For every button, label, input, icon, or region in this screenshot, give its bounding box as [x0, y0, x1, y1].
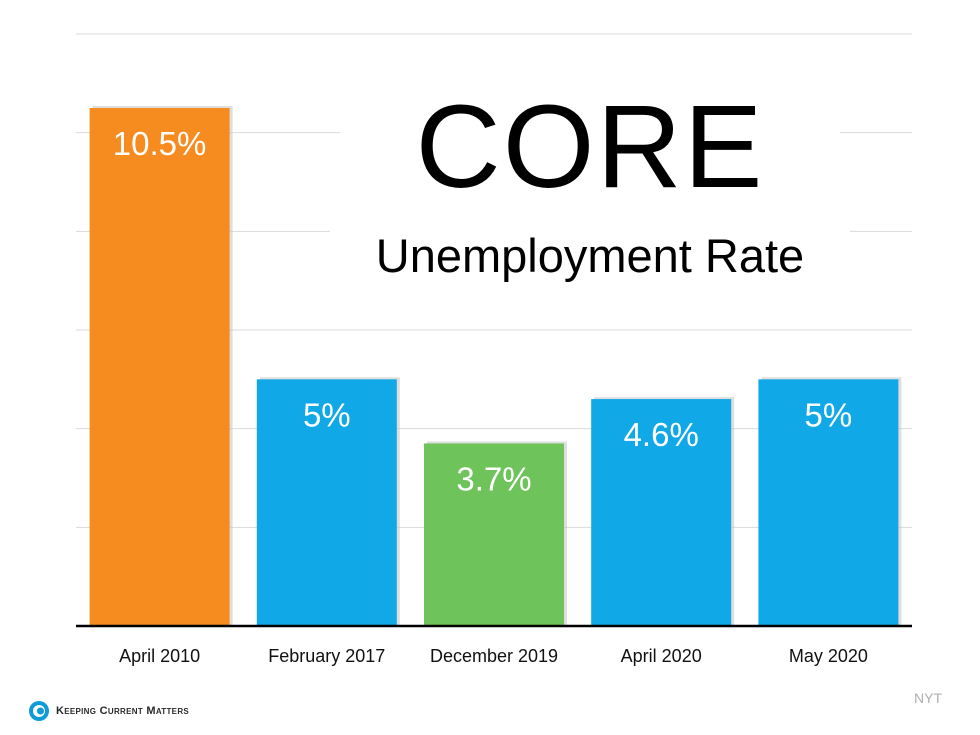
- bar-value-label: 5%: [303, 396, 351, 433]
- bar-value-label: 10.5%: [113, 125, 207, 162]
- bar-value-label: 5%: [805, 396, 853, 433]
- bar-value-label: 3.7%: [456, 460, 531, 497]
- x-tick-label: April 2020: [621, 646, 702, 666]
- bars: 10.5% 5% 3.7% 4.6% 5%: [89, 106, 902, 626]
- category-labels: April 2010 February 2017 December 2019 Apri…: [119, 646, 868, 666]
- x-tick-label: February 2017: [268, 646, 385, 666]
- source-label: NYT: [914, 690, 942, 706]
- bar-2: [424, 443, 564, 626]
- x-tick-label: April 2010: [119, 646, 200, 666]
- brand-logo: Keeping Current Matters: [28, 698, 189, 724]
- bar-3: [591, 399, 732, 626]
- bar-0: [89, 108, 230, 626]
- x-tick-label: December 2019: [430, 646, 558, 666]
- bar-4: [758, 379, 899, 626]
- bar-value-label: 4.6%: [624, 416, 699, 453]
- chart-title: CORE: [340, 88, 840, 206]
- x-tick-label: May 2020: [789, 646, 868, 666]
- kcm-logo-icon: [29, 701, 49, 721]
- logo-text: Keeping Current Matters: [56, 705, 190, 717]
- chart-subtitle: Unemployment Rate: [330, 228, 850, 285]
- bar-1: [256, 379, 397, 626]
